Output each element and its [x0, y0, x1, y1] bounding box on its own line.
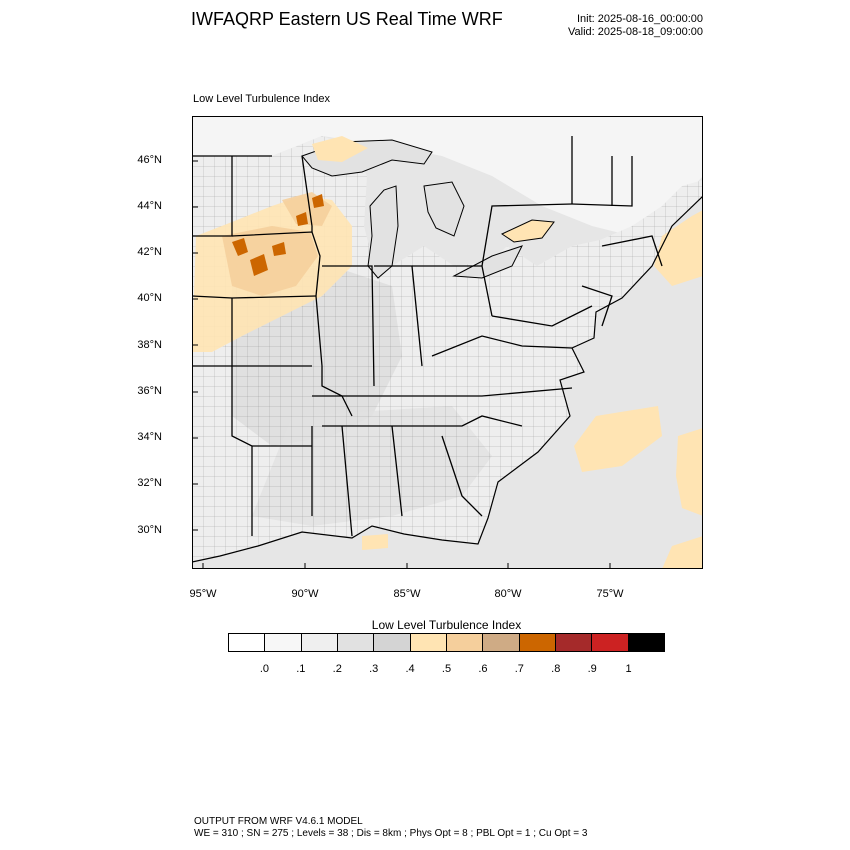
turbulence-max-2: [250, 254, 268, 276]
lat-label-44: 44°N: [137, 200, 162, 212]
colorbar-label: .0: [259, 663, 269, 675]
turbulence-max-5: [272, 242, 286, 256]
lat-label-30: 30°N: [137, 524, 162, 536]
colorbar-swatch: [555, 634, 593, 651]
colorbar-swatch: [337, 634, 375, 651]
turbulence-atlantic-3: [662, 536, 703, 569]
turbulence-superior: [312, 136, 368, 162]
model-version: OUTPUT FROM WRF V4.6.1 MODEL: [194, 816, 363, 827]
canada-land: [192, 116, 703, 236]
colorbar-title: Low Level Turbulence Index: [371, 618, 522, 632]
run-times: Init: 2025-08-16_00:00:00 Valid: 2025-08…: [500, 13, 703, 39]
lake-huron: [423, 181, 465, 237]
lake-erie: [452, 245, 523, 279]
lon-label-85: 85°W: [393, 588, 421, 600]
colorbar-swatch: [229, 634, 266, 651]
lon-label-75: 75°W: [596, 588, 624, 600]
plot-title: IWFAQRP Eastern US Real Time WRF: [191, 9, 503, 29]
init-time: Init: 2025-08-16_00:00:00: [577, 13, 703, 25]
turbulence-gulf-1: [362, 534, 388, 550]
map-panel: [192, 116, 703, 569]
colorbar-swatch: [410, 634, 447, 651]
turbulence-max-1: [232, 238, 248, 256]
colorbar-label: .6: [478, 663, 488, 675]
turbulence-max-3: [296, 212, 308, 226]
colorbar-swatch: [265, 634, 302, 651]
colorbar-label: .8: [551, 663, 561, 675]
lon-label-90: 90°W: [291, 588, 319, 600]
model-config: WE = 310 ; SN = 275 ; Levels = 38 ; Dis …: [194, 828, 588, 839]
colorbar-label: 1: [625, 663, 632, 675]
coastline: [192, 195, 703, 563]
lat-label-32: 32°N: [137, 477, 162, 489]
colorbar: [228, 633, 665, 652]
model-info: OUTPUT FROM WRF V4.6.1 MODEL WE = 310 ; …: [194, 816, 587, 840]
map-frame: [192, 116, 703, 569]
colorbar-swatch: [519, 634, 556, 651]
colorbar-swatch: [592, 634, 629, 651]
turbulence-atlantic-2: [676, 428, 703, 516]
colorbar-swatch: [483, 634, 520, 651]
state-boundaries: [192, 136, 663, 537]
colorbar-label: .3: [369, 663, 379, 675]
colorbar-swatch: [374, 634, 411, 651]
colorbar-label: .7: [514, 663, 524, 675]
turbulence-newengland: [654, 210, 703, 286]
lat-label-34: 34°N: [137, 431, 162, 443]
lat-label-36: 36°N: [137, 385, 162, 397]
turbulence-max-4: [312, 194, 324, 208]
lat-label-38: 38°N: [137, 339, 162, 351]
turbulence-iowa: [222, 226, 318, 296]
colorbar-swatch: [301, 634, 338, 651]
lake-ontario: [500, 219, 555, 243]
map-canvas: [192, 116, 703, 569]
colorbar-label: .1: [296, 663, 306, 675]
field-label: Low Level Turbulence Index: [193, 93, 330, 105]
colorbar-label: .9: [587, 663, 597, 675]
axis-ticks: [192, 160, 611, 569]
lon-label-95: 95°W: [189, 588, 217, 600]
valid-time: Valid: 2025-08-18_09:00:00: [568, 26, 703, 38]
lat-label-46: 46°N: [137, 154, 162, 166]
lon-label-80: 80°W: [494, 588, 522, 600]
colorbar-label: .5: [441, 663, 452, 675]
colorbar-swatch: [628, 634, 664, 651]
lat-label-42: 42°N: [137, 246, 162, 258]
lat-label-40: 40°N: [137, 292, 162, 304]
colorbar-swatch: [446, 634, 484, 651]
colorbar-label: .2: [332, 663, 342, 675]
turbulence-atlantic-1: [574, 406, 662, 472]
colorbar-label: .4: [405, 663, 415, 675]
